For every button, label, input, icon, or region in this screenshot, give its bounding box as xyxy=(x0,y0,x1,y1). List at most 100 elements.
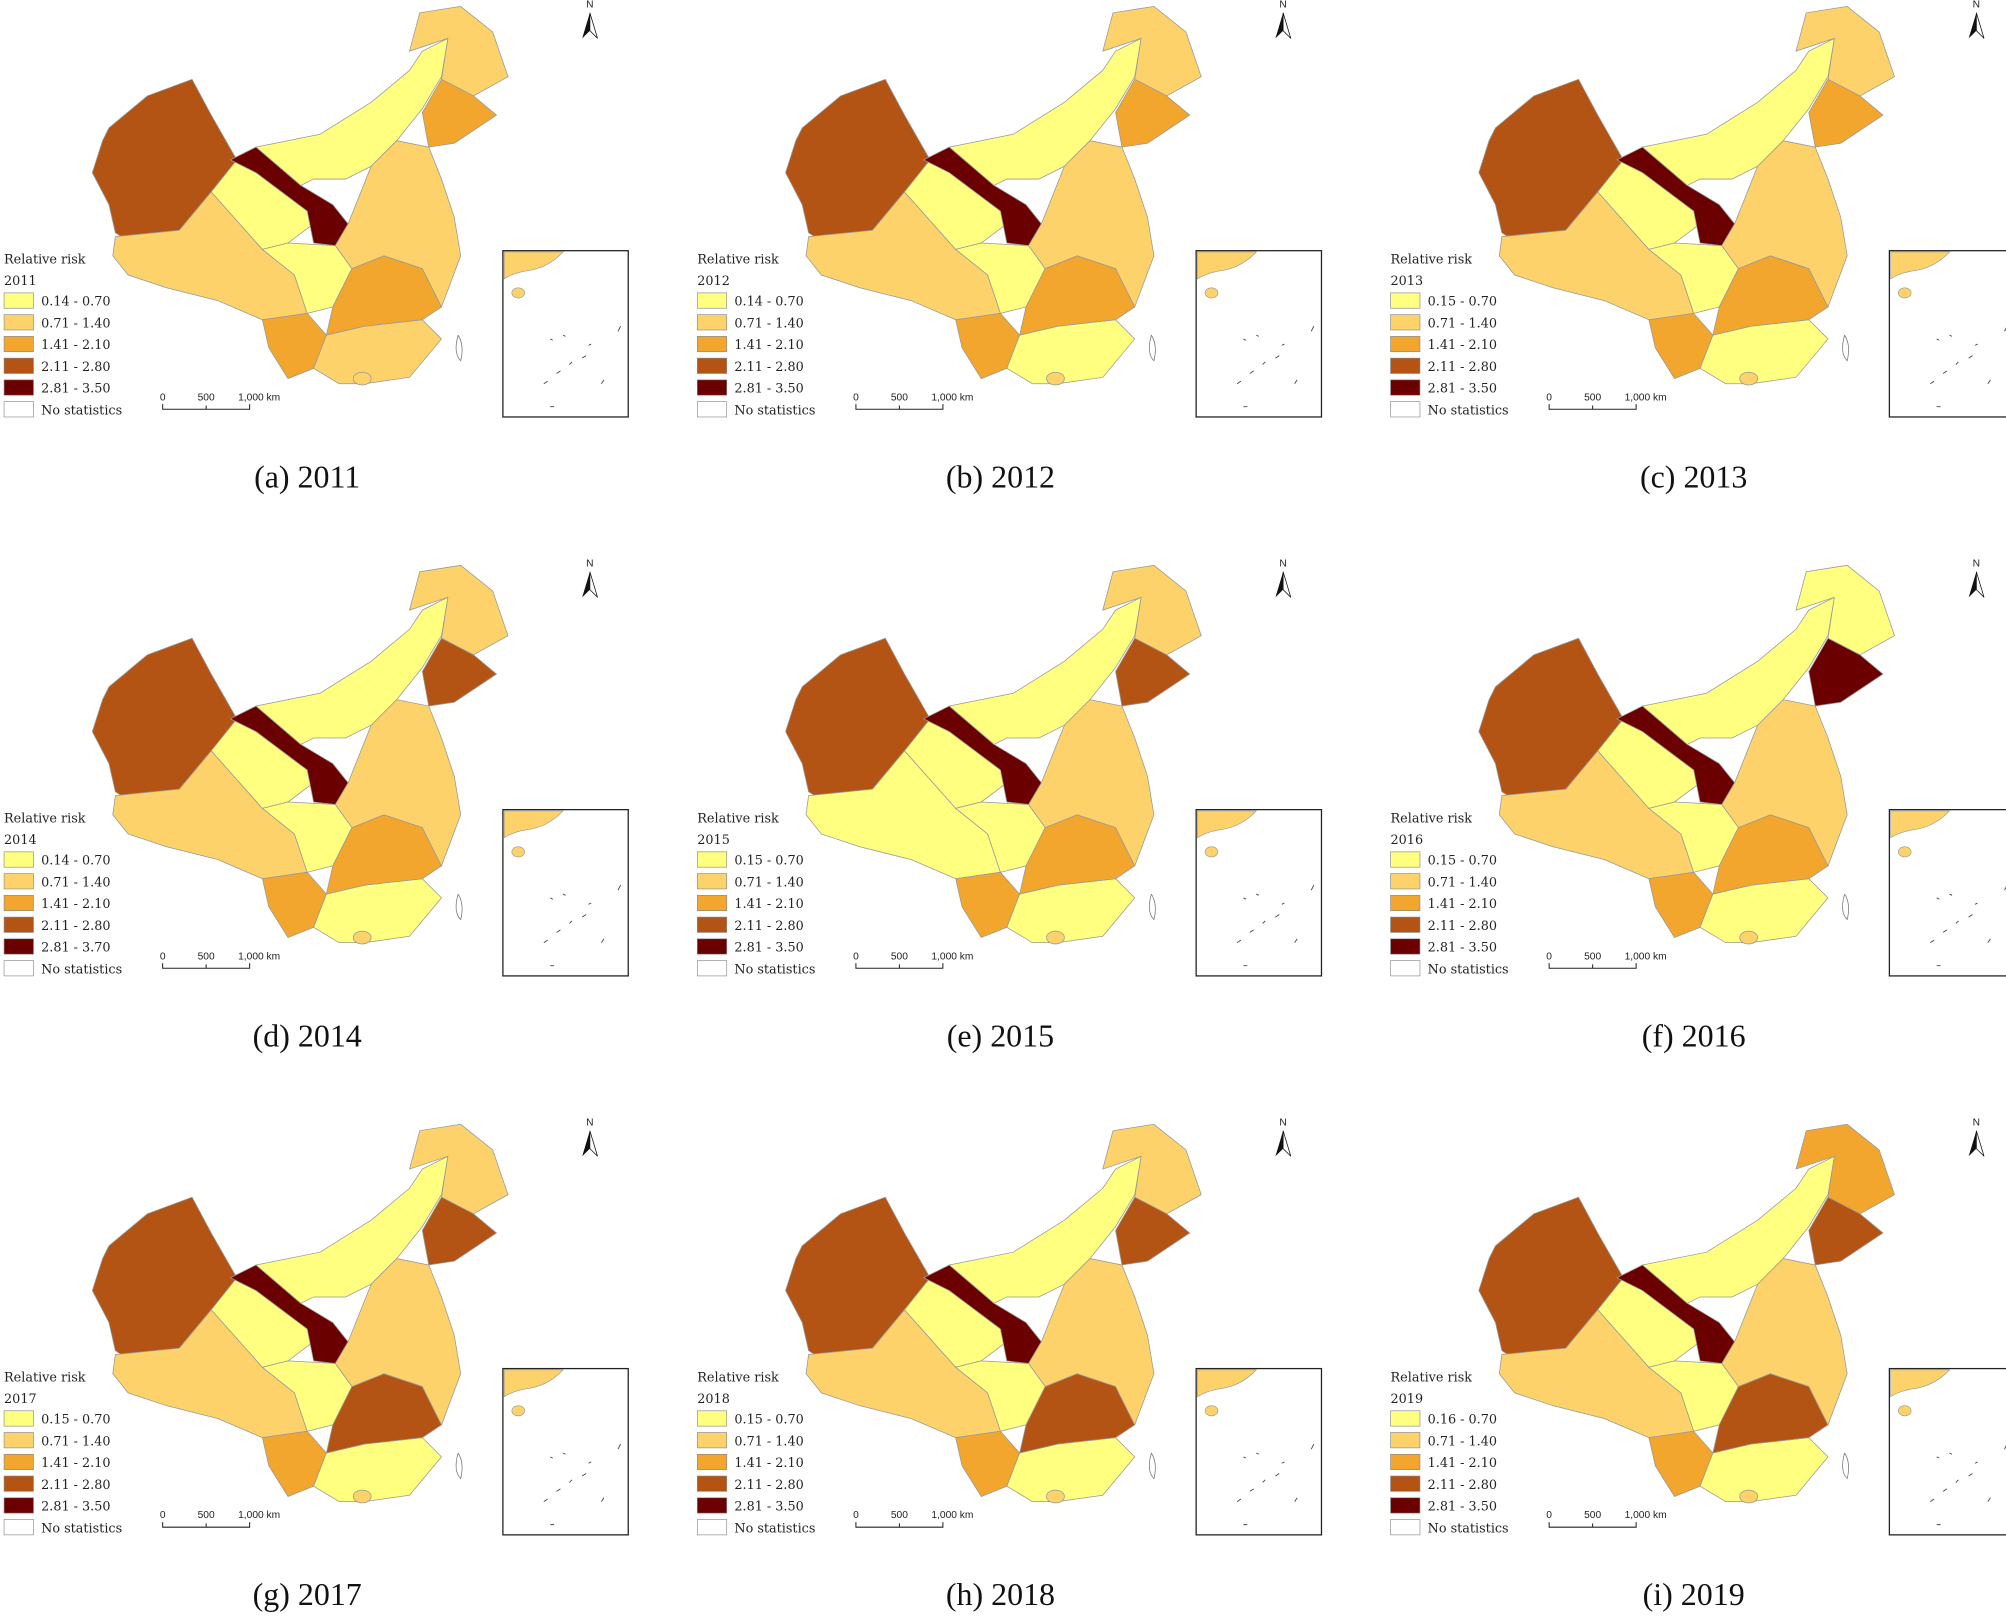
panel-caption: (h) 2018 xyxy=(946,1577,1055,1612)
legend-swatch xyxy=(1390,1432,1421,1449)
legend-swatch xyxy=(3,873,34,890)
map-panel: N Relative risk 2012 0.14 - 0.70 0.71 - 1.40… xyxy=(696,0,1323,494)
legend-label: 1.41 - 2.10 xyxy=(41,338,110,353)
legend-label: 2.81 - 3.50 xyxy=(734,1500,803,1515)
legend-swatch xyxy=(696,1410,728,1427)
inset-land xyxy=(503,251,564,280)
north-label: N xyxy=(1279,1118,1286,1129)
taiwan xyxy=(1148,1452,1156,1480)
province-region xyxy=(1641,596,1835,745)
province-region xyxy=(334,699,462,867)
map-panel: N Relative risk 2013 0.15 - 0.70 0.71 - 1.40… xyxy=(1390,0,2006,494)
province-region xyxy=(255,596,449,745)
map-panel: N Relative risk 2016 0.15 - 0.70 0.71 - 1.40… xyxy=(1390,559,2006,1053)
legend-swatch xyxy=(1390,1453,1421,1470)
inset-land xyxy=(1890,810,1951,839)
scale-label: 500 xyxy=(1584,392,1601,403)
legend-swatch xyxy=(696,357,728,374)
legend-title: Relative risk xyxy=(4,811,86,826)
legend-swatch xyxy=(3,960,34,977)
inset-land xyxy=(1890,1369,1951,1398)
legend-swatch xyxy=(1390,1519,1421,1536)
scale-label: 500 xyxy=(891,1510,908,1521)
legend-swatch xyxy=(1390,357,1421,374)
legend-label: 2.11 - 2.80 xyxy=(734,360,803,375)
legend-label: 1.41 - 2.10 xyxy=(734,897,803,912)
taiwan xyxy=(1148,893,1156,921)
taiwan xyxy=(1842,1452,1849,1480)
inset-frame xyxy=(502,250,629,418)
legend-label: 0.15 - 0.70 xyxy=(1428,854,1497,869)
legend-label: 0.16 - 0.70 xyxy=(1428,1413,1497,1428)
legend-label: 1.41 - 2.10 xyxy=(1428,897,1497,912)
legend-label: 2.11 - 2.80 xyxy=(734,919,803,934)
north-label: N xyxy=(1973,1118,1980,1129)
province-region xyxy=(1808,637,1884,707)
scale-label: 500 xyxy=(1584,1510,1601,1521)
map-panel: N Relative risk 2014 0.14 - 0.70 0.71 - 1.40… xyxy=(3,559,629,1053)
scale-label: 0 xyxy=(1546,951,1552,962)
province-region xyxy=(1641,37,1835,186)
legend-label: 2.81 - 3.50 xyxy=(1428,1500,1497,1515)
legend-label: 2.81 - 3.50 xyxy=(1428,941,1497,956)
inset-island xyxy=(1898,287,1912,299)
legend-swatch xyxy=(696,401,728,418)
province-region xyxy=(334,1258,462,1426)
inset-dots xyxy=(1236,1443,1315,1526)
province-region xyxy=(421,637,498,707)
legend-label: 2.11 - 2.80 xyxy=(1428,919,1497,934)
north-arrow xyxy=(582,12,590,39)
inset-land xyxy=(1197,1369,1257,1398)
legend-label: 2.11 - 2.80 xyxy=(1428,360,1497,375)
inset-island xyxy=(511,1405,525,1417)
hainan xyxy=(1046,1489,1065,1504)
scale-bar xyxy=(1548,963,1637,969)
scale-bar xyxy=(855,404,944,410)
legend-label: No statistics xyxy=(734,1521,815,1536)
legend-label: 2.81 - 3.50 xyxy=(734,382,803,397)
hainan xyxy=(1046,930,1065,945)
taiwan xyxy=(455,1452,463,1480)
north-arrow xyxy=(1275,12,1284,39)
legend-swatch xyxy=(696,960,728,977)
legend-swatch xyxy=(3,851,34,868)
legend-title: Relative risk xyxy=(697,252,779,267)
legend-title: Relative risk xyxy=(4,252,86,267)
north-arrow-half xyxy=(1975,1130,1985,1157)
legend-label: No statistics xyxy=(41,403,122,418)
legend-label: 2.11 - 2.80 xyxy=(734,1478,803,1493)
scale-label: 0 xyxy=(1546,1510,1552,1521)
north-arrow-half xyxy=(1282,1130,1292,1157)
scale-label: 1,000 km xyxy=(1625,951,1667,962)
legend-swatch xyxy=(696,938,728,955)
north-arrow xyxy=(582,571,590,598)
province-region xyxy=(1721,140,1848,308)
legend-year: 2014 xyxy=(4,833,37,848)
scale-label: 0 xyxy=(160,392,166,403)
hainan xyxy=(1739,930,1759,945)
province-region xyxy=(1795,564,1895,656)
hainan xyxy=(352,1489,372,1504)
province-region xyxy=(255,1155,449,1304)
north-label: N xyxy=(1279,0,1286,11)
legend-label: 1.41 - 2.10 xyxy=(41,897,110,912)
province-region xyxy=(1102,564,1202,656)
legend-swatch xyxy=(3,938,34,955)
legend-label: No statistics xyxy=(41,962,122,977)
inset-island xyxy=(1204,1405,1219,1417)
inset-island xyxy=(1898,1405,1912,1417)
legend-label: 0.71 - 1.40 xyxy=(1428,875,1497,890)
legend-label: 0.14 - 0.70 xyxy=(41,295,110,310)
north-arrow xyxy=(1968,1130,1977,1157)
legend-label: 2.11 - 2.80 xyxy=(1428,1478,1497,1493)
north-label: N xyxy=(586,559,593,570)
scale-label: 1,000 km xyxy=(238,951,280,962)
inset-dots xyxy=(543,884,621,967)
map-panel: N Relative risk 2019 0.16 - 0.70 0.71 - 1.40… xyxy=(1390,1118,2006,1612)
province-region xyxy=(408,1123,509,1215)
legend-title: Relative risk xyxy=(1391,1370,1473,1385)
legend-swatch xyxy=(1390,916,1421,933)
taiwan xyxy=(1842,893,1849,921)
province-region xyxy=(1028,140,1155,308)
north-arrow-half xyxy=(1975,571,1985,598)
